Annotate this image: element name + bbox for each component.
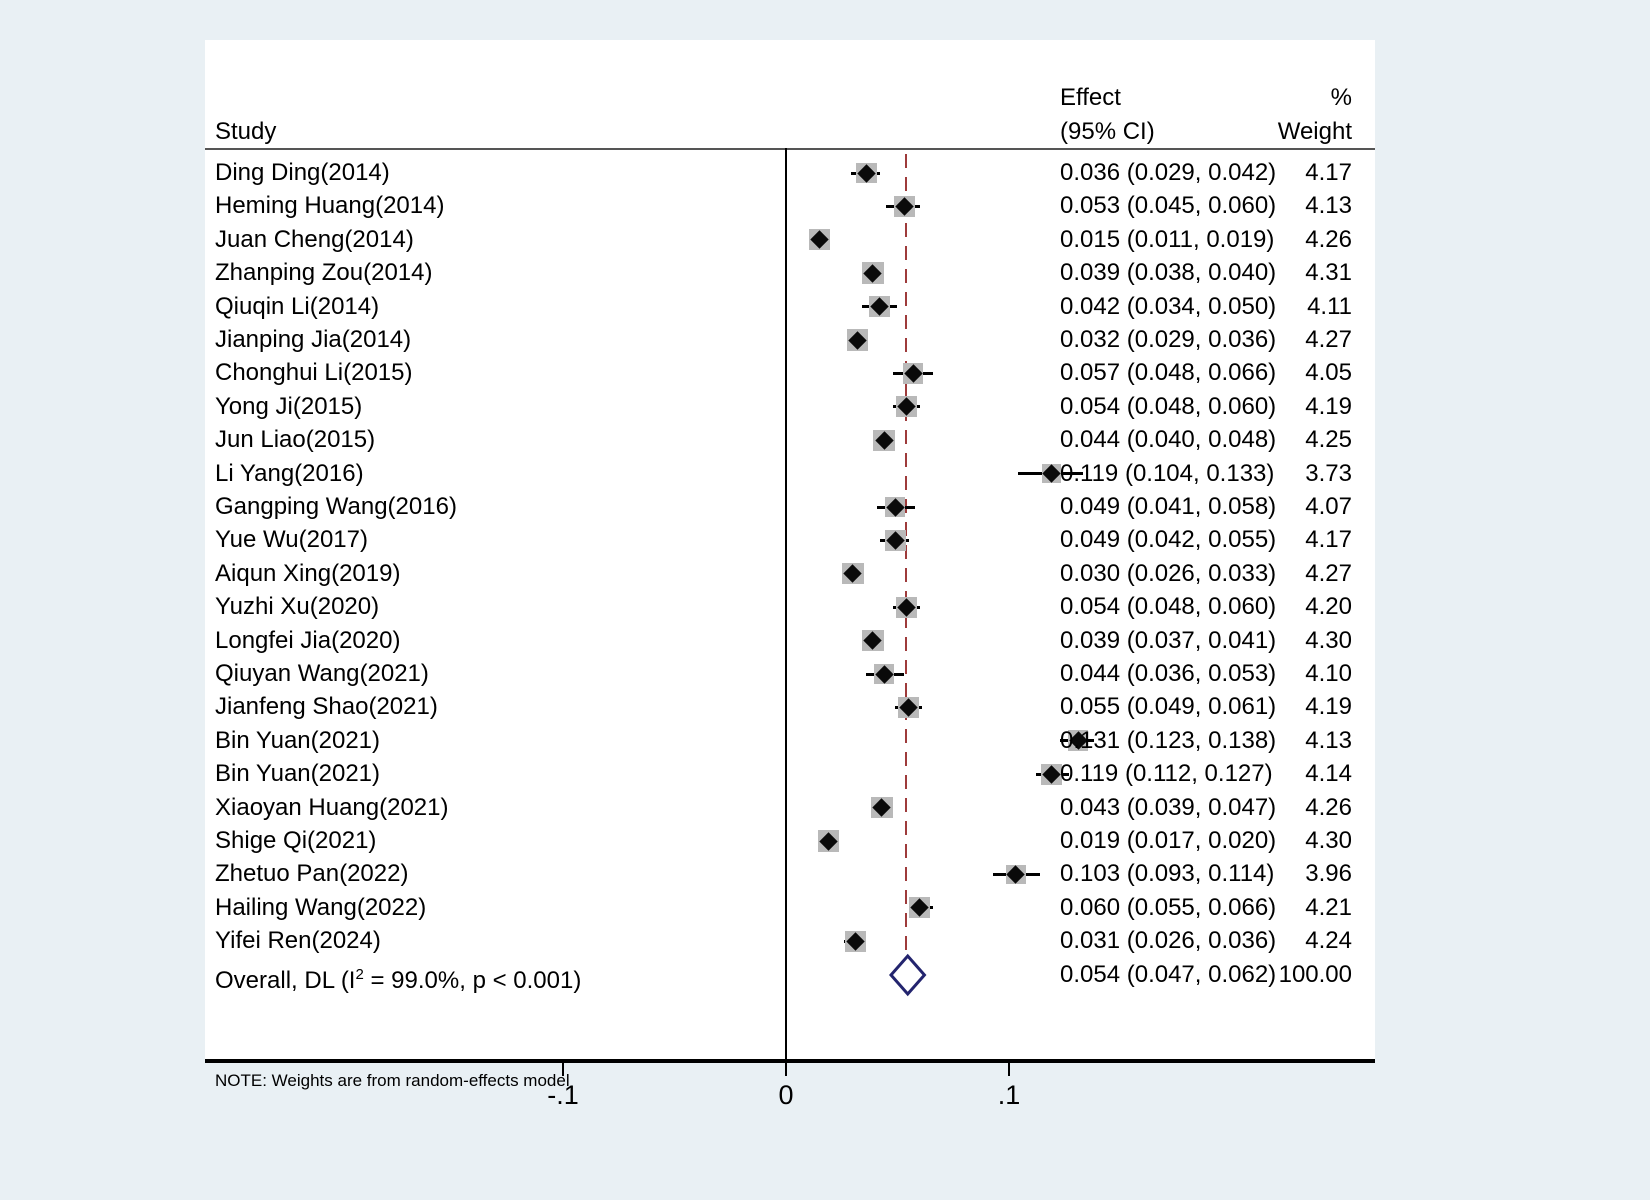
effect-value: 0.131 (0.123, 0.138) xyxy=(1060,726,1277,754)
effect-value: 0.103 (0.093, 0.114) xyxy=(1060,860,1275,888)
weight-value: 3.73 xyxy=(1305,459,1352,487)
overall-diamond xyxy=(888,953,927,996)
study-label: Yifei Ren(2024) xyxy=(215,927,381,955)
column-header-effect-ci: (95% CI) xyxy=(1060,118,1155,145)
study-label: Shige Qi(2021) xyxy=(215,827,377,854)
study-label: Yong Ji(2015) xyxy=(215,392,363,420)
effect-value: 0.060 (0.055, 0.066) xyxy=(1060,893,1277,921)
column-header-percent: % xyxy=(1330,84,1352,111)
weight-value: 3.96 xyxy=(1305,860,1352,888)
effect-value: 0.043 (0.039, 0.047) xyxy=(1060,793,1277,821)
effect-value: 0.119 (0.104, 0.133) xyxy=(1060,459,1275,487)
effect-value: 0.054 (0.048, 0.060) xyxy=(1060,593,1277,621)
effect-value: 0.044 (0.040, 0.048) xyxy=(1060,426,1277,454)
effect-value: 0.042 (0.034, 0.050) xyxy=(1060,292,1277,320)
study-label: Qiuyan Wang(2021) xyxy=(215,660,429,687)
study-label: Heming Huang(2014) xyxy=(215,192,445,220)
study-label: Longfei Jia(2020) xyxy=(215,626,401,654)
header-divider-line xyxy=(205,148,1375,150)
x-axis-tick-label: .1 xyxy=(997,1080,1021,1110)
study-label: Juan Cheng(2014) xyxy=(215,225,414,253)
weight-value: 4.21 xyxy=(1305,893,1352,921)
effect-value: 0.015 (0.011, 0.019) xyxy=(1060,225,1275,253)
x-axis-tick-label: -.1 xyxy=(547,1080,579,1110)
weight-value: 4.10 xyxy=(1305,660,1352,687)
overall-effect-value: 0.054 (0.047, 0.062) xyxy=(1060,960,1277,988)
weight-value: 4.17 xyxy=(1305,159,1352,186)
study-label: Yuzhi Xu(2020) xyxy=(215,593,380,621)
column-header-effect: Effect xyxy=(1060,84,1121,111)
column-header-study: Study xyxy=(215,118,277,145)
x-axis-line xyxy=(205,1059,1375,1063)
x-axis-tick xyxy=(562,1063,564,1076)
superscript-2: 2 xyxy=(355,965,364,983)
weight-value: 4.19 xyxy=(1305,392,1352,420)
overall-estimate-dashed-line xyxy=(905,154,908,982)
effect-value: 0.049 (0.042, 0.055) xyxy=(1060,526,1277,554)
effect-value: 0.036 (0.029, 0.042) xyxy=(1060,159,1277,186)
x-axis-tick xyxy=(1008,1063,1010,1076)
study-label: Jun Liao(2015) xyxy=(215,426,376,454)
weight-value: 4.26 xyxy=(1305,793,1352,821)
effect-value: 0.019 (0.017, 0.020) xyxy=(1060,827,1277,854)
study-label: Gangping Wang(2016) xyxy=(215,493,457,520)
effect-value: 0.119 (0.112, 0.127) xyxy=(1060,760,1273,788)
effect-value: 0.049 (0.041, 0.058) xyxy=(1060,493,1277,520)
effect-value: 0.057 (0.048, 0.066) xyxy=(1060,359,1277,387)
effect-value: 0.030 (0.026, 0.033) xyxy=(1060,559,1277,587)
study-label: Bin Yuan(2021) xyxy=(215,726,381,754)
study-label: Jianfeng Shao(2021) xyxy=(215,693,438,721)
effect-value: 0.031 (0.026, 0.036) xyxy=(1060,927,1277,955)
effect-value: 0.055 (0.049, 0.061) xyxy=(1060,693,1277,721)
weight-value: 4.17 xyxy=(1305,526,1352,554)
study-label: Chonghui Li(2015) xyxy=(215,359,413,387)
study-label: Zhetuo Pan(2022) xyxy=(215,860,409,888)
effect-value: 0.039 (0.038, 0.040) xyxy=(1060,259,1277,287)
effect-value: 0.044 (0.036, 0.053) xyxy=(1060,660,1277,687)
study-label: Aiqun Xing(2019) xyxy=(215,559,401,587)
weight-value: 4.20 xyxy=(1305,593,1352,621)
x-axis-tick-label: 0 xyxy=(778,1080,794,1110)
weight-value: 4.11 xyxy=(1307,292,1352,320)
weight-value: 4.19 xyxy=(1305,693,1352,721)
weight-value: 4.30 xyxy=(1305,626,1352,654)
effect-value: 0.032 (0.029, 0.036) xyxy=(1060,326,1277,353)
footnote: NOTE: Weights are from random-effects mo… xyxy=(215,1071,570,1090)
weight-value: 4.26 xyxy=(1305,225,1352,253)
study-label: Bin Yuan(2021) xyxy=(215,760,381,788)
effect-value: 0.053 (0.045, 0.060) xyxy=(1060,192,1277,220)
column-header-weight: Weight xyxy=(1277,118,1352,145)
weight-value: 4.31 xyxy=(1305,259,1352,287)
study-label: Li Yang(2016) xyxy=(215,459,364,487)
weight-value: 4.07 xyxy=(1305,493,1352,520)
study-label: Zhanping Zou(2014) xyxy=(215,259,433,287)
effect-value: 0.054 (0.048, 0.060) xyxy=(1060,392,1277,420)
study-label: Jianping Jia(2014) xyxy=(215,326,412,353)
x-axis-tick xyxy=(785,1063,787,1076)
weight-value: 4.25 xyxy=(1305,426,1352,454)
effect-value: 0.039 (0.037, 0.041) xyxy=(1060,626,1277,654)
weight-value: 4.27 xyxy=(1305,559,1352,587)
study-label: Hailing Wang(2022) xyxy=(215,893,427,921)
zero-reference-line xyxy=(785,148,787,1059)
study-label: Qiuqin Li(2014) xyxy=(215,292,380,320)
forest-plot-panel: Study Effect (95% CI) % Weight Ding Ding… xyxy=(205,40,1375,1063)
study-label: Yue Wu(2017) xyxy=(215,526,368,554)
study-label: Xiaoyan Huang(2021) xyxy=(215,793,449,821)
study-label: Ding Ding(2014) xyxy=(215,159,390,186)
overall-weight-value: 100.00 xyxy=(1278,960,1352,988)
weight-value: 4.30 xyxy=(1305,827,1352,854)
weight-value: 4.13 xyxy=(1305,192,1352,220)
weight-value: 4.24 xyxy=(1305,927,1352,955)
overall-label: Overall, DL (I2 = 99.0%, p < 0.001) xyxy=(215,965,582,994)
weight-value: 4.14 xyxy=(1305,760,1352,788)
weight-value: 4.05 xyxy=(1305,359,1352,387)
weight-value: 4.27 xyxy=(1305,326,1352,353)
weight-value: 4.13 xyxy=(1305,726,1352,754)
